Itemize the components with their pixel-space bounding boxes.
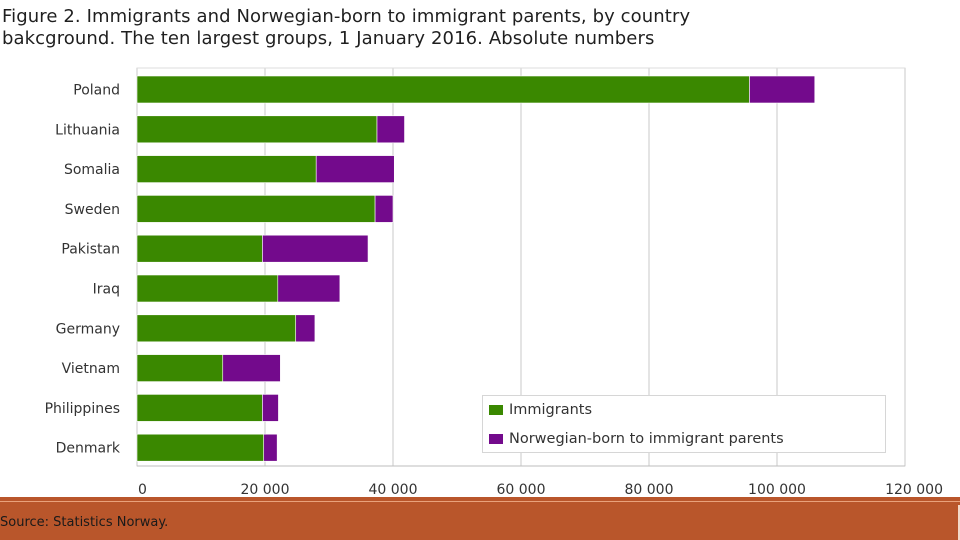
bar-norwegian-born-denmark: [263, 433, 278, 462]
category-labels: Poland Lithuania Somalia Sweden Pakistan Iraq…: [45, 83, 121, 457]
bars: [136, 75, 816, 462]
chart-title-line-1: Figure 2. Immigrants and Norwegian-born …: [2, 6, 691, 27]
footer-edge: [958, 505, 960, 540]
bar-immigrants-philippines: [136, 394, 263, 422]
bar-immigrants-lithuania: [136, 115, 378, 144]
category-label-vietnam: Vietnam: [62, 361, 120, 377]
legend-item-norwegian-born: Norwegian-born to immigrant parents: [489, 430, 784, 448]
category-label-somalia: Somalia: [64, 162, 120, 178]
x-tick-label: 80 000: [625, 482, 674, 498]
category-label-poland: Poland: [73, 83, 120, 99]
chart-title-line-2: bakcground. The ten largest groups, 1 Ja…: [2, 28, 655, 49]
category-label-sweden: Sweden: [65, 202, 120, 218]
category-label-iraq: Iraq: [93, 282, 120, 298]
footer-bar: [0, 497, 960, 540]
x-axis-tick-labels: 0 20 000 40 000 60 000 80 000 100 000 120 000: [138, 482, 943, 498]
bar-immigrants-pakistan: [136, 234, 263, 263]
bar-norwegian-born-vietnam: [222, 354, 281, 382]
x-tick-label: 100 000: [748, 482, 806, 498]
category-label-germany: Germany: [56, 321, 120, 337]
source-note: Source: Statistics Norway.: [0, 515, 169, 530]
bar-norwegian-born-philippines: [262, 394, 279, 422]
bar-immigrants-iraq: [136, 274, 279, 303]
category-label-denmark: Denmark: [56, 441, 121, 457]
bar-norwegian-born-germany: [295, 314, 316, 343]
bar-norwegian-born-sweden: [374, 195, 394, 223]
bar-immigrants-sweden: [136, 195, 376, 223]
footer-divider: [0, 501, 960, 502]
legend-label-norwegian-born: Norwegian-born to immigrant parents: [509, 431, 784, 447]
bar-norwegian-born-poland: [749, 75, 816, 104]
legend-swatch-norwegian-born: [489, 434, 503, 444]
category-label-philippines: Philippines: [45, 401, 120, 417]
bar-norwegian-born-somalia: [315, 155, 395, 183]
legend-label-immigrants: Immigrants: [509, 402, 593, 418]
bar-immigrants-germany: [136, 314, 297, 343]
bar-norwegian-born-lithuania: [376, 115, 405, 144]
legend-swatch-immigrants: [489, 405, 503, 415]
x-tick-label: 120 000: [885, 482, 943, 498]
x-tick-label: 0: [138, 482, 147, 498]
x-tick-label: 20 000: [241, 482, 290, 498]
bar-immigrants-denmark: [136, 433, 265, 462]
bar-immigrants-somalia: [136, 155, 317, 183]
bar-immigrants-poland: [136, 75, 750, 104]
legend-item-immigrants: Immigrants: [489, 401, 592, 419]
category-label-pakistan: Pakistan: [61, 242, 120, 258]
bar-immigrants-vietnam: [136, 354, 224, 382]
legend: Immigrants Norwegian-born to immigrant p…: [482, 395, 886, 453]
bar-chart: Poland Lithuania Somalia Sweden Pakistan Iraq…: [45, 67, 943, 498]
x-tick-label: 40 000: [369, 482, 418, 498]
category-label-lithuania: Lithuania: [55, 122, 120, 138]
x-tick-label: 60 000: [497, 482, 546, 498]
chart-title: Figure 2. Immigrants and Norwegian-born …: [2, 6, 902, 50]
bar-norwegian-born-pakistan: [262, 234, 369, 263]
bar-norwegian-born-iraq: [277, 274, 341, 303]
